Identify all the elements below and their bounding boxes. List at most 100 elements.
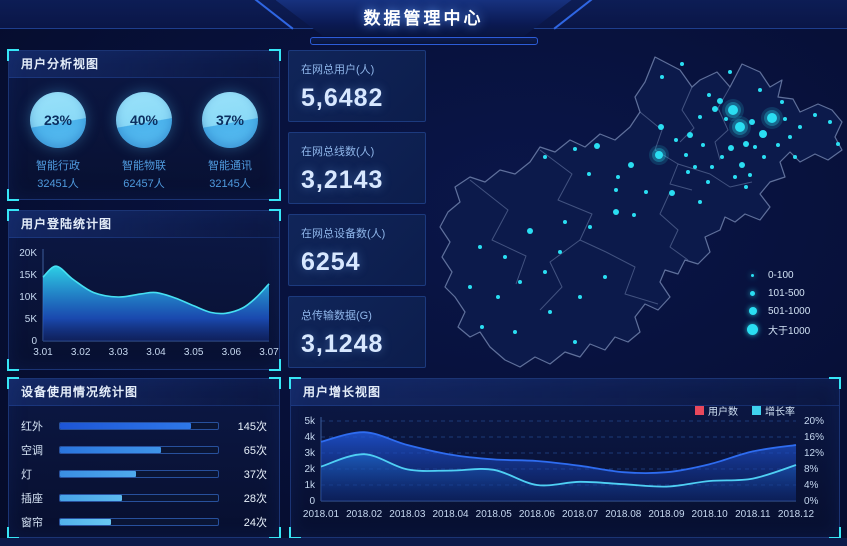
svg-text:3.05: 3.05: [184, 347, 204, 358]
svg-text:2018.12: 2018.12: [778, 509, 815, 520]
bar-row: 窗帘 24次: [21, 513, 267, 531]
svg-text:3.03: 3.03: [109, 347, 129, 358]
svg-text:5k: 5k: [304, 416, 316, 427]
gauge-name: 智能行政: [36, 160, 80, 172]
gauge-name: 智能物联: [122, 160, 166, 172]
svg-text:2018.07: 2018.07: [562, 509, 599, 520]
stat-label: 在网总线数(人): [301, 146, 375, 158]
legend-dot-box: [746, 290, 759, 296]
bar-fill: [60, 519, 111, 525]
growth-chart-legend: 用户数 增长率: [695, 403, 795, 418]
region-map: 0-100 101-500 501-1000 大于1000: [430, 42, 847, 378]
login-area-chart[interactable]: 0 5K 10K 15K 20K 3.01 3.02 3.03 3.04 3.05 3.06 3.07: [9, 237, 281, 371]
gauge-count: 62457人: [123, 178, 165, 190]
legend-label: 用户数: [708, 407, 738, 418]
map-legend-item: 大于1000: [746, 322, 811, 337]
svg-text:2018.04: 2018.04: [432, 509, 469, 520]
map-svg[interactable]: [430, 42, 847, 378]
svg-text:2018.11: 2018.11: [735, 509, 771, 520]
panel-title: 用户分析视图: [9, 51, 279, 78]
bar-fill: [60, 495, 122, 501]
bar-label: 灯: [21, 469, 32, 481]
map-legend-label: 0-100: [768, 269, 794, 281]
bar-value: 37次: [243, 469, 267, 481]
bar-row: 灯 37次: [21, 465, 267, 483]
panel-title: 用户增长视图: [291, 379, 839, 406]
svg-text:0%: 0%: [804, 496, 819, 507]
stat-label: 在网总用户(人): [301, 64, 375, 76]
gauge-item: 40% 智能物联 62457人: [104, 92, 184, 191]
bubble-size-icon: [751, 273, 754, 277]
header-banner: 数据管理中心: [275, 0, 572, 36]
map-legend-label: 501-1000: [768, 305, 811, 317]
panel-title: 设备使用情况统计图: [9, 379, 279, 406]
map-legend-item: 501-1000: [746, 304, 810, 318]
map-legend-item: 101-500: [746, 286, 810, 300]
bar-value: 65次: [243, 445, 267, 457]
growth-area-chart[interactable]: 0 1k 2k 3k 4k 5k 0% 4% 8% 12% 16% 20% 2018.01 2018.02…: [291, 405, 841, 539]
bar-value: 145次: [237, 421, 267, 433]
legend-dot-box: [746, 273, 759, 277]
svg-text:16%: 16%: [804, 432, 824, 443]
svg-text:3.06: 3.06: [222, 347, 242, 358]
svg-text:4k: 4k: [304, 432, 316, 443]
gauge-row: 23% 智能行政 32451人 40% 智能物联 62457人 37% 智能通讯…: [9, 78, 279, 191]
map-legend-item: 0-100: [746, 268, 810, 282]
svg-text:3.01: 3.01: [33, 347, 53, 358]
header-bar: 数据管理中心: [0, 0, 847, 36]
bar-label: 空调: [21, 445, 43, 457]
bar-row: 空调 65次: [21, 441, 267, 459]
svg-text:2k: 2k: [304, 464, 316, 475]
gauge-percent: 40%: [129, 112, 159, 128]
footer-strip: [0, 538, 847, 546]
legend-label: 增长率: [765, 407, 795, 418]
stat-card-online-users: 在网总用户(人) 5,6482: [288, 50, 426, 122]
liquid-gauge: 23%: [30, 92, 86, 148]
bar-row: 插座 28次: [21, 489, 267, 507]
stat-value: 3,2143: [301, 166, 384, 194]
bar-label: 窗帘: [21, 517, 43, 529]
gauge-item: 37% 智能通讯 32145人: [190, 92, 270, 191]
stat-label: 总传输数据(G): [301, 310, 372, 322]
gauge-name: 智能通讯: [208, 160, 252, 172]
bubble-size-icon: [750, 290, 755, 296]
bar-fill: [60, 447, 162, 453]
stat-label: 在网总设备数(人): [301, 228, 386, 240]
legend-dot-box: [746, 307, 759, 315]
legend-swatch-users: [695, 406, 704, 415]
stat-card-total-data: 总传输数据(G) 3,1248: [288, 296, 426, 368]
svg-text:3.02: 3.02: [71, 347, 91, 358]
svg-text:5K: 5K: [25, 314, 38, 325]
bar-track: [59, 518, 219, 526]
legend-item-users[interactable]: 用户数: [695, 403, 738, 418]
map-legend-label: 大于1000: [768, 325, 811, 337]
header-decoration: [309, 37, 538, 45]
svg-text:4%: 4%: [804, 480, 819, 491]
svg-text:2018.01: 2018.01: [303, 509, 340, 520]
svg-text:2018.02: 2018.02: [346, 509, 383, 520]
gauge-item: 23% 智能行政 32451人: [18, 92, 98, 191]
svg-text:2018.09: 2018.09: [648, 509, 685, 520]
svg-text:15K: 15K: [19, 270, 37, 281]
bar-track: [59, 470, 219, 478]
stat-value: 5,6482: [301, 84, 384, 112]
bar-chart[interactable]: 红外 145次 空调 65次 灯 37次 插座 28次 窗帘: [9, 406, 279, 531]
svg-text:2018.10: 2018.10: [692, 509, 729, 520]
map-legend-label: 101-500: [768, 287, 805, 299]
stat-card-online-lines: 在网总线数(人) 3,2143: [288, 132, 426, 204]
map-legend: 0-100 101-500 501-1000 大于1000: [746, 268, 810, 340]
bar-row: 红外 145次: [21, 417, 267, 435]
svg-text:0: 0: [31, 336, 37, 347]
panel-title: 用户登陆统计图: [9, 211, 279, 238]
bar-fill: [60, 471, 136, 477]
stat-value: 6254: [301, 248, 361, 276]
stats-column: 在网总用户(人) 5,6482 在网总线数(人) 3,2143 在网总设备数(人…: [288, 50, 426, 368]
panel-device-usage: 设备使用情况统计图 红外 145次 空调 65次 灯 37次 插座 28次: [7, 377, 281, 539]
legend-item-growth-rate[interactable]: 增长率: [752, 403, 795, 418]
svg-text:1k: 1k: [304, 480, 316, 491]
gauge-percent: 23%: [43, 112, 73, 128]
svg-text:20%: 20%: [804, 416, 824, 427]
svg-text:20K: 20K: [19, 248, 37, 259]
legend-dot-box: [746, 323, 759, 335]
